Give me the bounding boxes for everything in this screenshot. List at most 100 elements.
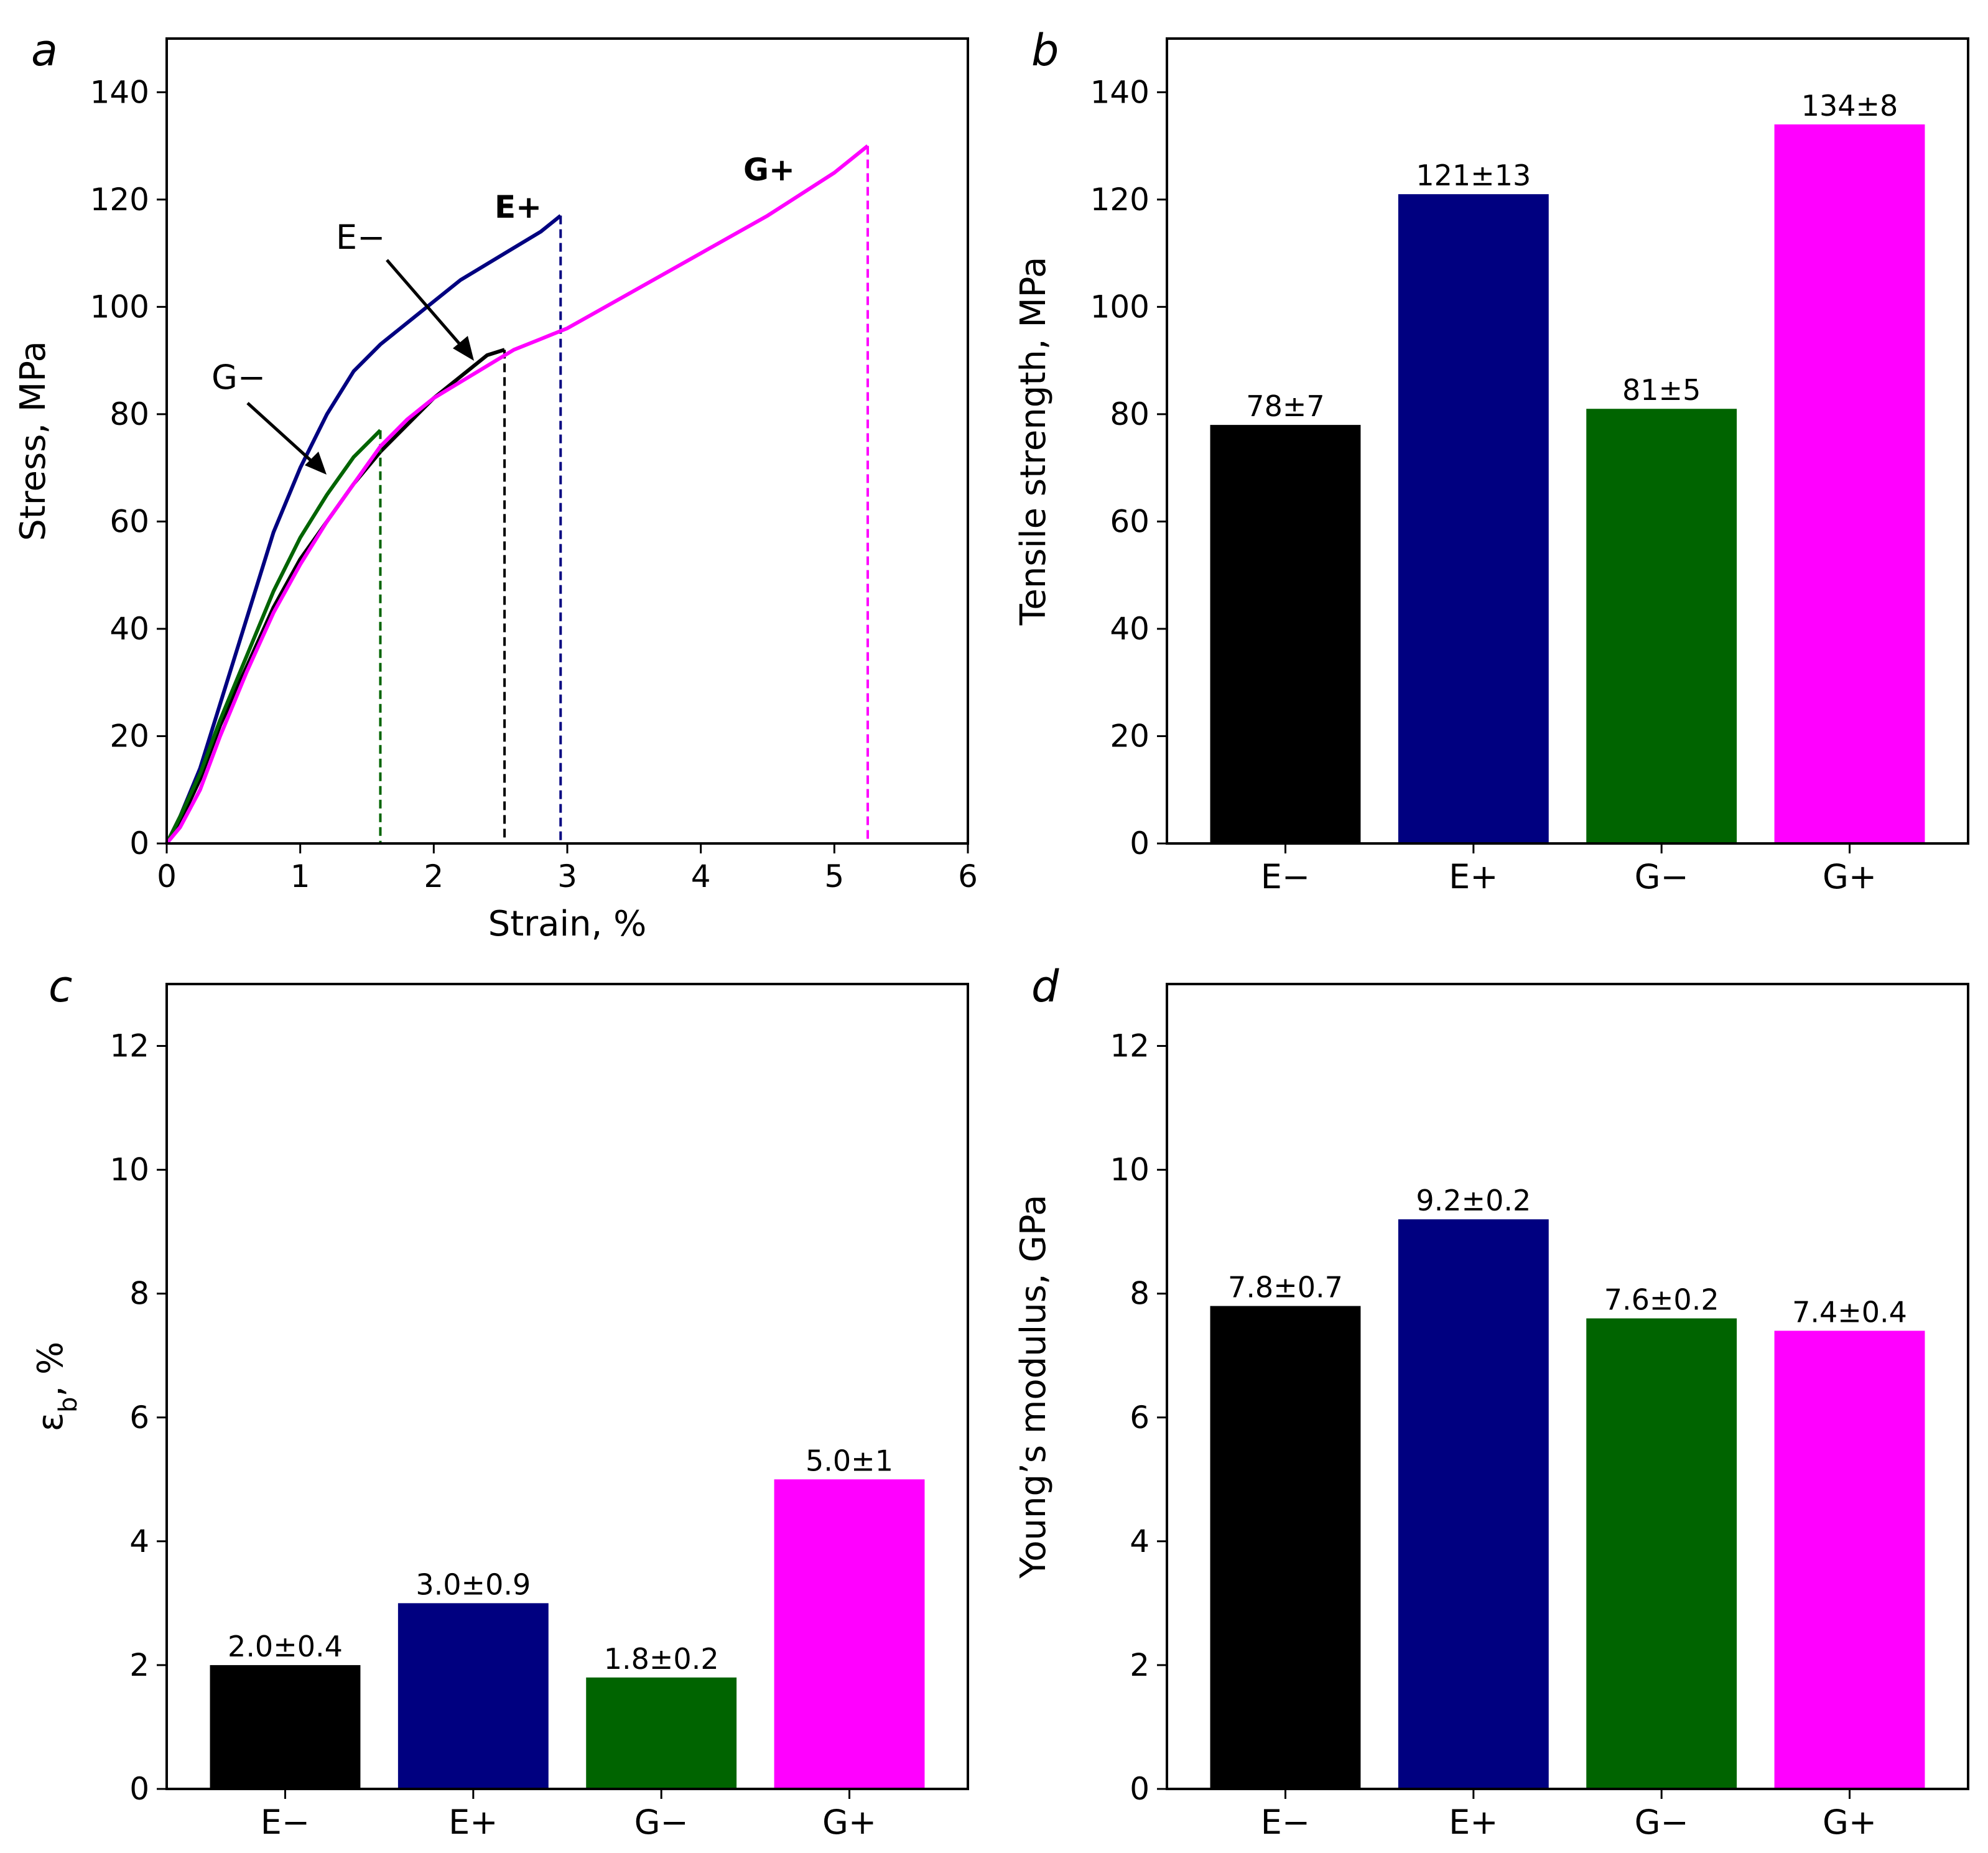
y-axis-label: Tensile strength, MPa	[1013, 257, 1054, 626]
y-tick-label: 12	[1110, 1028, 1150, 1064]
bar-data-label: 134±8	[1801, 89, 1898, 123]
y-tick-label: 60	[109, 503, 149, 539]
bar-2	[1586, 409, 1737, 843]
plot-frame	[165, 983, 969, 1790]
y-tick-label: 80	[1110, 396, 1150, 432]
bar-1	[1398, 1219, 1549, 1789]
annotation-arrowhead	[453, 336, 474, 361]
plot-frame	[1166, 983, 1969, 1790]
panel-label-a: a	[31, 25, 58, 76]
y-tick-label: 20	[109, 718, 149, 754]
x-category-label: E+	[448, 1803, 498, 1842]
x-category-label: G−	[1635, 857, 1689, 896]
x-category-label: E+	[1449, 857, 1498, 896]
annotation-label: G+	[743, 152, 795, 188]
y-tick-label: 120	[90, 182, 149, 218]
bar-2	[586, 1677, 737, 1789]
y-tick-label: 0	[129, 825, 149, 861]
y-tick-label: 140	[90, 74, 149, 110]
panel-a: a 0 20 40 60 80 100 120 140 0 1 2 3 4 5 6 E− E+ G− G+ Stress…	[13, 25, 978, 944]
x-tick-label: 4	[691, 858, 711, 894]
panel-label-b: b	[1031, 25, 1059, 76]
bar-data-label: 5.0±1	[806, 1444, 893, 1477]
y-axis-label: Young’s modulus, GPa	[1013, 1195, 1054, 1579]
y-tick-label: 4	[1130, 1523, 1150, 1559]
panel-label-d: d	[1031, 961, 1059, 1012]
y-tick-label: 120	[1090, 182, 1150, 218]
bar-data-label: 7.8±0.7	[1228, 1271, 1343, 1304]
y-tick-label: 60	[1110, 503, 1150, 539]
bar-3	[774, 1479, 925, 1789]
plot-frame	[1166, 37, 1969, 845]
bar-data-label: 9.2±0.2	[1416, 1184, 1531, 1217]
bar-0	[1210, 425, 1361, 843]
annotation-arrow	[386, 259, 465, 350]
bar-2	[1586, 1318, 1737, 1789]
series-line-2	[165, 429, 382, 845]
y-axis-label: Stress, MPa	[13, 341, 53, 541]
x-category-label: E−	[1261, 857, 1310, 896]
x-tick-label: 6	[958, 858, 978, 894]
y-tick-label: 8	[1130, 1276, 1150, 1312]
x-category-label: G+	[1823, 1803, 1877, 1842]
x-tick-label: 1	[290, 858, 310, 894]
annotation-label: E−	[336, 218, 385, 257]
x-category-label: E−	[1261, 1803, 1310, 1842]
x-tick-label: 3	[557, 858, 577, 894]
annotation-arrowhead	[305, 452, 327, 475]
panel-b: b 0 20 40 60 80 100 120 140 78±7 E− 121±13 E+ 81±5 G− 1…	[1013, 25, 1969, 896]
bar-data-label: 2.0±0.4	[228, 1630, 343, 1663]
series-line-0	[165, 348, 505, 845]
bar-0	[1210, 1306, 1361, 1789]
panel-c: c 0 2 4 6 8 10 12 2.0±0.4 E− 3.0±0.9 E+ 1.8±0.2 G− 5.0…	[30, 961, 969, 1842]
x-category-label: G+	[822, 1803, 876, 1842]
x-tick-label: 2	[424, 858, 444, 894]
y-tick-label: 10	[109, 1152, 149, 1188]
series-line-3	[165, 144, 869, 845]
y-tick-label: 80	[109, 396, 149, 432]
bar-data-label: 3.0±0.9	[416, 1567, 531, 1601]
x-category-label: E+	[1449, 1803, 1498, 1842]
bar-data-label: 1.8±0.2	[604, 1642, 719, 1676]
bar-1	[397, 1603, 549, 1789]
y-tick-label: 2	[1130, 1647, 1150, 1683]
y-tick-label: 0	[1130, 825, 1150, 861]
y-tick-label: 4	[129, 1523, 149, 1559]
panel-d: d 0 2 4 6 8 10 12 7.8±0.7 E− 9.2±0.2 E+ 7.6±0.2 G− 7.4…	[1013, 961, 1969, 1842]
x-tick-label: 0	[157, 858, 177, 894]
y-tick-label: 12	[109, 1028, 149, 1064]
annotation-arrow	[246, 402, 315, 465]
bar-data-label: 121±13	[1416, 159, 1531, 192]
y-tick-label: 40	[109, 611, 149, 647]
y-tick-label: 0	[129, 1771, 149, 1807]
bar-3	[1774, 124, 1925, 844]
bar-data-label: 7.6±0.2	[1604, 1283, 1719, 1317]
panel-label-c: c	[49, 961, 73, 1012]
x-category-label: E−	[261, 1803, 310, 1842]
y-tick-label: 20	[1110, 718, 1150, 754]
x-tick-label: 5	[824, 858, 844, 894]
y-tick-label: 10	[1110, 1152, 1150, 1188]
y-tick-label: 100	[90, 289, 149, 325]
y-tick-label: 8	[129, 1276, 149, 1312]
x-category-label: G−	[1635, 1803, 1689, 1842]
plot-frame	[165, 37, 969, 845]
y-tick-label: 6	[1130, 1400, 1150, 1436]
y-tick-label: 0	[1130, 1771, 1150, 1807]
y-tick-label: 100	[1090, 289, 1150, 325]
bar-data-label: 78±7	[1246, 389, 1324, 423]
y-axis-label: εb, %	[30, 1342, 83, 1431]
x-category-label: G−	[634, 1803, 689, 1842]
y-tick-label: 40	[1110, 611, 1150, 647]
annotation-label: G−	[211, 358, 266, 397]
y-tick-label: 2	[129, 1647, 149, 1683]
y-tick-label: 6	[129, 1400, 149, 1436]
bar-3	[1774, 1331, 1925, 1789]
y-tick-label: 140	[1090, 74, 1150, 110]
bar-data-label: 7.4±0.4	[1792, 1295, 1907, 1329]
annotation-label: E+	[495, 189, 542, 225]
bar-data-label: 81±5	[1622, 373, 1701, 407]
x-category-label: G+	[1823, 857, 1877, 896]
bar-1	[1398, 194, 1549, 843]
